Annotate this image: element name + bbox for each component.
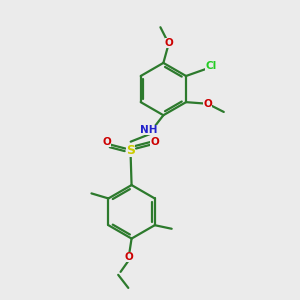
Text: O: O xyxy=(165,38,174,48)
Text: O: O xyxy=(124,252,133,262)
Text: NH: NH xyxy=(140,125,157,135)
Text: O: O xyxy=(150,137,159,147)
Text: O: O xyxy=(103,137,111,147)
Text: O: O xyxy=(203,99,212,109)
Text: Cl: Cl xyxy=(205,61,216,71)
Text: S: S xyxy=(126,143,135,157)
